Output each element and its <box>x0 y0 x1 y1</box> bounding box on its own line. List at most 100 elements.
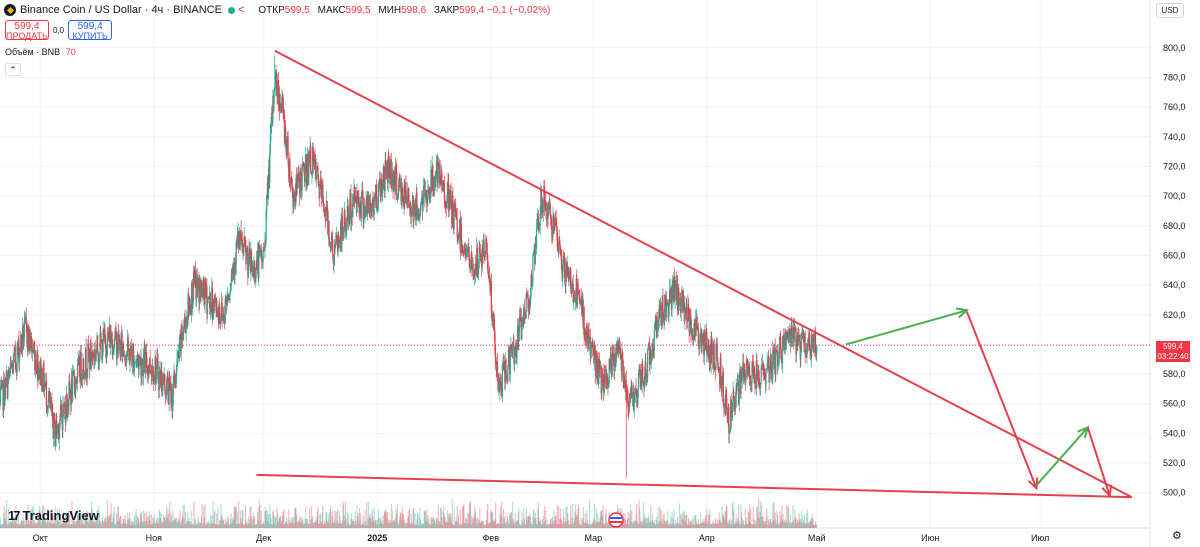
candle-body <box>593 347 595 364</box>
candle-body <box>119 341 121 358</box>
candle-body <box>398 179 400 186</box>
settings-icon[interactable]: ⚙ <box>1172 530 1182 542</box>
volume-bar <box>328 523 330 528</box>
volume-bar <box>705 515 707 528</box>
volume-bar <box>693 515 695 528</box>
volume-bar <box>131 520 133 528</box>
candle-body <box>273 90 275 105</box>
candle-body <box>386 161 388 174</box>
volume-bar <box>551 524 553 528</box>
candle-body <box>587 329 590 349</box>
candle-body <box>806 349 808 358</box>
candle-body <box>440 177 442 179</box>
candle-body <box>131 355 133 366</box>
volume-bar <box>703 523 705 528</box>
volume-bar <box>642 501 644 528</box>
volume-bar <box>109 514 111 528</box>
symbol-title[interactable]: Binance Coin / US Dollar · 4ч · BINANCE <box>20 4 222 16</box>
volume-bar <box>350 518 352 528</box>
candle-body <box>606 375 608 389</box>
candle-body <box>655 315 657 332</box>
candle-body <box>14 347 16 352</box>
candle-body <box>9 362 11 374</box>
candle-body <box>329 242 331 248</box>
candle-body <box>94 349 96 361</box>
candle-body <box>306 183 308 186</box>
candle-body <box>227 294 229 300</box>
tradingview-logo[interactable]: 17 TradingView <box>8 508 99 523</box>
candle-body <box>712 348 714 369</box>
candle-body <box>311 147 314 173</box>
volume-bar <box>56 509 58 528</box>
candle-body <box>380 180 383 187</box>
candle-body <box>585 340 587 346</box>
candle-body <box>745 359 748 373</box>
volume-bar <box>776 511 778 528</box>
candle-body <box>484 255 486 257</box>
candle-body <box>237 230 239 236</box>
buy-button[interactable]: 599,4 КУПИТЬ <box>68 20 113 41</box>
volume-bar <box>162 521 164 528</box>
volume-bar <box>186 521 188 528</box>
candle-body <box>554 222 556 224</box>
candle-body <box>271 113 273 123</box>
volume-bar <box>810 519 812 528</box>
candle-body <box>298 172 300 181</box>
candle-body <box>50 401 52 408</box>
volume-bar <box>9 521 11 528</box>
volume-bar <box>452 524 455 528</box>
volume-legend[interactable]: Объём · BNB 70 <box>5 47 76 57</box>
volume-bar <box>283 508 285 528</box>
candle-body <box>791 335 793 347</box>
volume-bar <box>600 511 602 528</box>
candle-body <box>565 262 567 287</box>
volume-bar <box>15 506 17 528</box>
sell-button[interactable]: 599,4 ПРОДАТЬ <box>5 20 49 41</box>
volume-bar <box>529 516 532 528</box>
candle-body <box>627 399 629 408</box>
share-icon[interactable]: < <box>237 4 245 16</box>
volume-bar <box>498 523 500 528</box>
candle-body <box>479 247 481 253</box>
candle-body <box>137 355 139 361</box>
candle-body <box>230 285 232 292</box>
time-tick-label: Май <box>808 533 826 543</box>
volume-bar <box>126 512 129 528</box>
currency-button[interactable]: USD <box>1156 3 1184 18</box>
candle-body <box>153 380 155 382</box>
candle-body <box>104 329 106 338</box>
candle-body <box>83 372 85 380</box>
candle-body <box>705 331 707 349</box>
candle-body <box>761 365 763 368</box>
candle-body <box>341 216 343 250</box>
candle-body <box>429 195 431 203</box>
volume-bar <box>782 513 784 528</box>
candle-body <box>133 363 135 373</box>
candle-body <box>464 243 466 253</box>
volume-bar <box>85 512 87 528</box>
volume-bar <box>675 520 677 528</box>
candle-body <box>203 278 205 297</box>
volume-bar <box>415 524 417 528</box>
volume-bar <box>718 512 720 528</box>
volume-bar <box>443 513 445 528</box>
candle-body <box>719 357 721 385</box>
candle-body <box>95 354 97 360</box>
candle-body <box>644 362 646 376</box>
volume-bar <box>350 513 353 528</box>
volume-bar <box>439 524 441 528</box>
volume-bar <box>145 520 147 528</box>
candle-body <box>62 403 64 430</box>
collapse-legend-button[interactable]: ⌃ <box>5 63 21 76</box>
candle-body <box>499 381 501 393</box>
candle-body <box>611 355 613 377</box>
candle-body <box>44 383 46 385</box>
volume-bar <box>195 518 197 528</box>
volume-bar <box>25 524 27 528</box>
volume-bar <box>535 524 538 528</box>
candle-body <box>457 236 460 239</box>
candle-body <box>470 265 472 269</box>
volume-bar <box>784 518 787 528</box>
candle-body <box>397 194 399 198</box>
